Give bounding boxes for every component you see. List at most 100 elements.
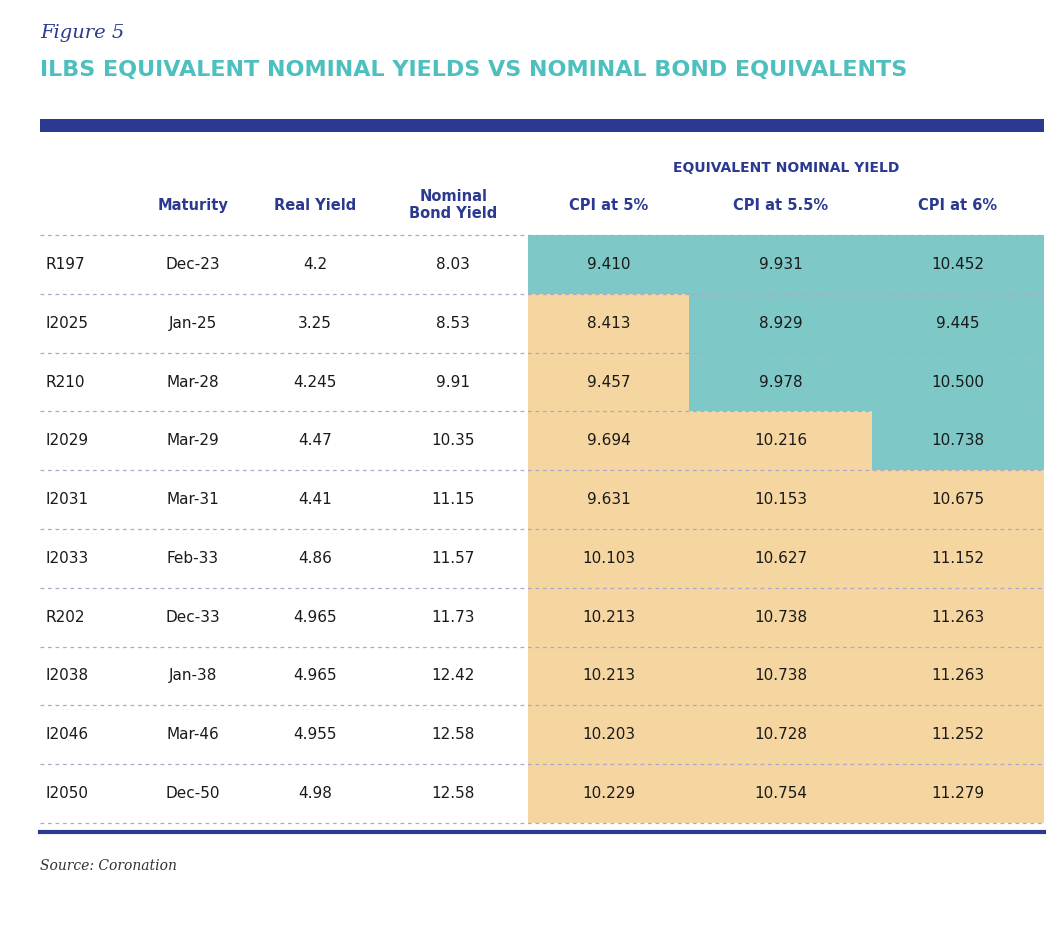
Text: 11.263: 11.263 [931, 668, 984, 684]
Text: I2038: I2038 [46, 668, 89, 684]
Text: 10.728: 10.728 [754, 727, 807, 743]
Text: I2025: I2025 [46, 315, 88, 331]
Text: 9.457: 9.457 [587, 374, 630, 390]
Text: 9.91: 9.91 [437, 374, 471, 390]
Bar [872, 470, 1044, 529]
Text: 4.965: 4.965 [293, 668, 337, 684]
Bar [528, 470, 689, 529]
Bar [872, 353, 1044, 411]
Bar [872, 411, 1044, 470]
Text: R202: R202 [46, 609, 85, 625]
Text: I2033: I2033 [46, 550, 89, 566]
Text: Nominal
Bond Yield: Nominal Bond Yield [409, 189, 497, 221]
Bar [528, 764, 689, 823]
Text: 11.279: 11.279 [931, 786, 984, 801]
Text: 10.738: 10.738 [754, 668, 807, 684]
Bar [528, 529, 689, 588]
Text: 10.738: 10.738 [931, 433, 984, 449]
Text: 11.73: 11.73 [432, 609, 475, 625]
Text: I2029: I2029 [46, 433, 89, 449]
Bar [689, 647, 872, 705]
Bar [528, 235, 689, 294]
Text: R197: R197 [46, 257, 85, 272]
Text: 12.42: 12.42 [432, 668, 475, 684]
Text: 9.445: 9.445 [937, 315, 980, 331]
Text: R210: R210 [46, 374, 85, 390]
Text: Dec-50: Dec-50 [166, 786, 220, 801]
Text: Dec-33: Dec-33 [166, 609, 220, 625]
Text: 9.410: 9.410 [587, 257, 630, 272]
Text: Figure 5: Figure 5 [40, 23, 124, 42]
Bar [689, 411, 872, 470]
Text: Feb-33: Feb-33 [167, 550, 219, 566]
Text: Dec-23: Dec-23 [166, 257, 220, 272]
Bar [528, 588, 689, 647]
Text: 10.213: 10.213 [583, 668, 636, 684]
Text: 9.694: 9.694 [587, 433, 630, 449]
Text: I2031: I2031 [46, 492, 89, 508]
Bar [689, 705, 872, 764]
Text: 11.263: 11.263 [931, 609, 984, 625]
Text: 12.58: 12.58 [432, 786, 475, 801]
Bar [528, 353, 689, 411]
Text: 4.98: 4.98 [298, 786, 332, 801]
Text: 10.738: 10.738 [754, 609, 807, 625]
Text: I2050: I2050 [46, 786, 88, 801]
Text: 4.955: 4.955 [293, 727, 337, 743]
Text: 10.216: 10.216 [754, 433, 807, 449]
Text: CPI at 5%: CPI at 5% [569, 198, 648, 213]
Bar [689, 764, 872, 823]
Text: 11.152: 11.152 [931, 550, 984, 566]
Text: 10.213: 10.213 [583, 609, 636, 625]
Bar [528, 647, 689, 705]
Text: 11.15: 11.15 [432, 492, 475, 508]
Bar [872, 705, 1044, 764]
Text: 10.35: 10.35 [432, 433, 475, 449]
Text: 10.103: 10.103 [583, 550, 636, 566]
Text: 4.965: 4.965 [293, 609, 337, 625]
Bar [528, 294, 689, 353]
Text: 8.53: 8.53 [437, 315, 470, 331]
Text: I2046: I2046 [46, 727, 89, 743]
Bar [872, 588, 1044, 647]
Text: 10.153: 10.153 [754, 492, 807, 508]
Text: EQUIVALENT NOMINAL YIELD: EQUIVALENT NOMINAL YIELD [673, 160, 899, 175]
Text: 9.931: 9.931 [759, 257, 803, 272]
Text: CPI at 6%: CPI at 6% [918, 198, 997, 213]
Text: 4.41: 4.41 [298, 492, 332, 508]
Bar [528, 411, 689, 470]
Text: 10.627: 10.627 [754, 550, 807, 566]
Bar [872, 647, 1044, 705]
Text: 8.413: 8.413 [587, 315, 630, 331]
Text: Mar-28: Mar-28 [167, 374, 219, 390]
Text: 9.978: 9.978 [759, 374, 803, 390]
Text: 10.203: 10.203 [583, 727, 636, 743]
Text: 4.47: 4.47 [298, 433, 332, 449]
Text: 8.03: 8.03 [437, 257, 470, 272]
Text: 10.675: 10.675 [931, 492, 984, 508]
Text: Jan-25: Jan-25 [169, 315, 217, 331]
Text: 12.58: 12.58 [432, 727, 475, 743]
Text: 4.245: 4.245 [293, 374, 337, 390]
Bar [689, 353, 872, 411]
Bar [689, 294, 872, 353]
Bar [872, 764, 1044, 823]
Text: 10.229: 10.229 [583, 786, 636, 801]
Text: 3.25: 3.25 [298, 315, 332, 331]
Text: 10.754: 10.754 [754, 786, 807, 801]
Text: Mar-29: Mar-29 [167, 433, 219, 449]
Text: 9.631: 9.631 [587, 492, 630, 508]
Bar [689, 529, 872, 588]
Bar [872, 529, 1044, 588]
Bar [689, 470, 872, 529]
Text: Real Yield: Real Yield [273, 198, 356, 213]
Text: Jan-38: Jan-38 [169, 668, 217, 684]
Text: Maturity: Maturity [157, 198, 229, 213]
Bar [40, 119, 1044, 132]
Text: CPI at 5.5%: CPI at 5.5% [733, 198, 828, 213]
Bar [528, 705, 689, 764]
Text: 10.500: 10.500 [931, 374, 984, 390]
Text: 4.86: 4.86 [298, 550, 332, 566]
Text: 10.452: 10.452 [931, 257, 984, 272]
Text: 11.252: 11.252 [931, 727, 984, 743]
